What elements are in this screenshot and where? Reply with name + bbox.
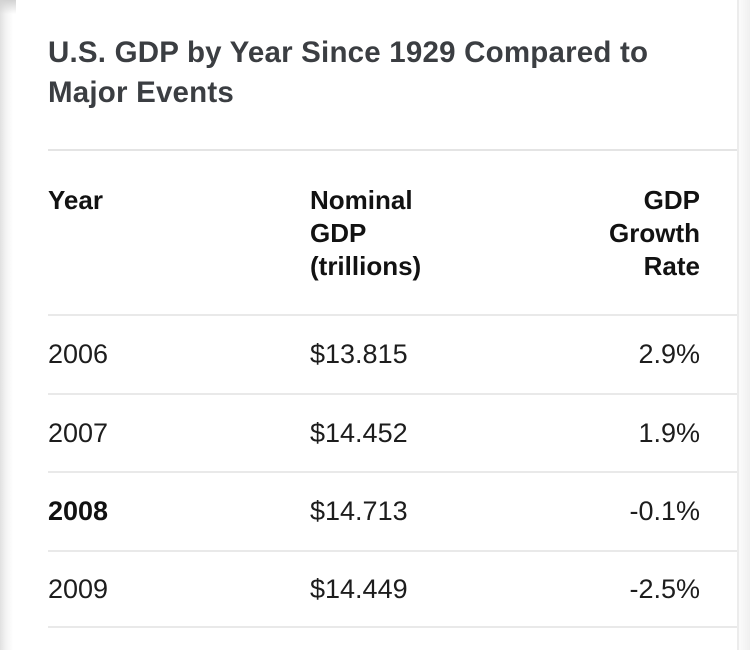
nominal-gdp-cell: $14.713 (310, 496, 408, 527)
page-right-edge-line (737, 0, 739, 650)
page-left-edge-shadow (0, 0, 13, 650)
divider-under-title (48, 149, 750, 151)
gdp-table: Year Nominal GDP (trillions) GDP Growth … (48, 151, 750, 628)
year-cell-emphasized: 2008 (48, 496, 109, 527)
page-right-edge-strip (739, 0, 750, 650)
nominal-gdp-cell: $14.452 (310, 417, 408, 448)
nominal-gdp-cell: $14.449 (310, 573, 408, 604)
year-cell: 2006 (48, 339, 109, 370)
table-row: 2009 $14.449 -2.5% (48, 549, 750, 628)
column-header-growth-rate: GDP Growth Rate (609, 185, 700, 281)
page-top-left-corner-shadow (0, 0, 16, 14)
year-cell: 2007 (48, 417, 109, 448)
growth-rate-cell: 2.9% (638, 339, 700, 370)
table-row: 2006 $13.815 2.9% (48, 314, 750, 393)
page-title: U.S. GDP by Year Since 1929 Compared to … (48, 36, 649, 109)
column-header-nominal-gdp: Nominal GDP (trillions) (310, 185, 422, 281)
growth-rate-cell: -0.1% (629, 496, 700, 527)
column-header-year: Year (48, 185, 103, 215)
table-header-row: Year Nominal GDP (trillions) GDP Growth … (48, 151, 750, 314)
growth-rate-cell: 1.9% (638, 417, 700, 448)
table-row: 2008 $14.713 -0.1% (48, 471, 750, 550)
table-row: 2007 $14.452 1.9% (48, 392, 750, 472)
article-content: U.S. GDP by Year Since 1929 Compared to … (48, 0, 750, 628)
nominal-gdp-cell: $13.815 (310, 339, 408, 370)
growth-rate-cell: -2.5% (629, 573, 700, 604)
year-cell: 2009 (48, 573, 109, 604)
